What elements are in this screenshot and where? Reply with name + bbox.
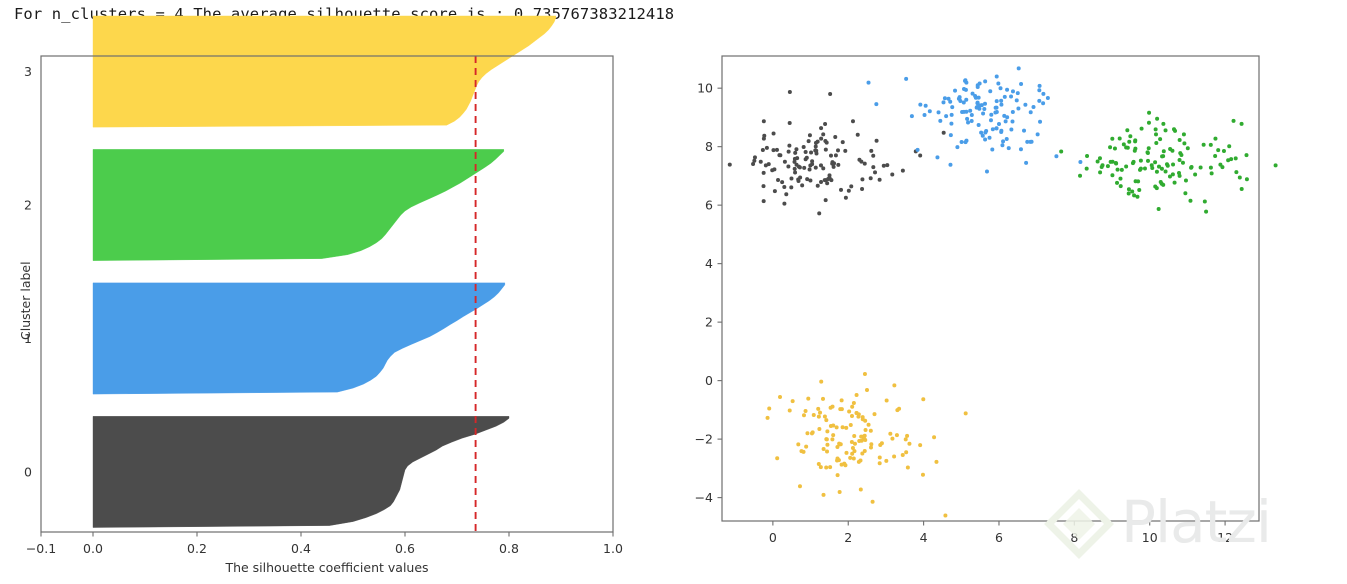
silhouette-y-axis-label: Cluster label [18,261,33,340]
silhouette-plot: 0 1 2 3 −0.1 0.0 0.2 0.4 0.6 0.8 1.0 [24,15,623,556]
scatter-axes-frame [721,55,1260,522]
silhouette-y-tick-3: 3 [24,64,32,79]
silhouette-band-cluster-3 [92,15,556,128]
silhouette-x-tick-label: 0.0 [83,541,103,556]
silhouette-y-tick-1: 1 [24,331,32,346]
scatter-series-cluster-3 [765,372,968,518]
scatter-y-tick-label: 10 [697,81,713,96]
silhouette-band-cluster-1 [92,282,506,395]
scatter-y-tick-label: 2 [705,315,713,330]
scatter-x-tick-label: 4 [920,530,928,545]
silhouette-x-tick-label: −0.1 [26,541,56,556]
silhouette-x-tick-label: 0.2 [187,541,207,556]
silhouette-x-axis-label: The silhouette coefficient values [225,560,429,575]
silhouette-x-tick-label: 0.6 [395,541,415,556]
scatter-series-cluster-0 [727,89,946,216]
scatter-x-tick-label: 2 [844,530,852,545]
scatter-x-tick-label: 8 [1070,530,1078,545]
cluster-scatter-plot: 0 2 4 6 8 10 12 −4 −2 0 2 4 6 8 10 [695,55,1278,545]
silhouette-y-tick-0: 0 [24,464,32,479]
silhouette-x-tick-label: 0.4 [291,541,311,556]
silhouette-x-tick-label: 1.0 [603,541,623,556]
scatter-x-tick-label: 6 [995,530,1003,545]
silhouette-band-cluster-0 [92,416,510,528]
scatter-x-tick-label: 0 [769,530,777,545]
silhouette-y-tick-2: 2 [24,198,32,213]
scatter-y-tick-label: 6 [705,198,713,213]
silhouette-band-cluster-2 [92,149,504,261]
scatter-y-tick-label: 4 [705,256,713,271]
scatter-series-cluster-2 [1059,110,1278,214]
silhouette-axes-frame [40,55,614,533]
scatter-x-tick-label: 10 [1142,530,1158,545]
scatter-x-tick-label: 12 [1217,530,1233,545]
scatter-series-cluster-1 [866,66,1083,174]
scatter-y-tick-label: −4 [695,490,713,505]
scatter-y-tick-label: 8 [705,139,713,154]
scatter-y-tick-label: −2 [695,432,713,447]
silhouette-x-tick-label: 0.8 [499,541,519,556]
scatter-y-tick-label: 0 [705,373,713,388]
